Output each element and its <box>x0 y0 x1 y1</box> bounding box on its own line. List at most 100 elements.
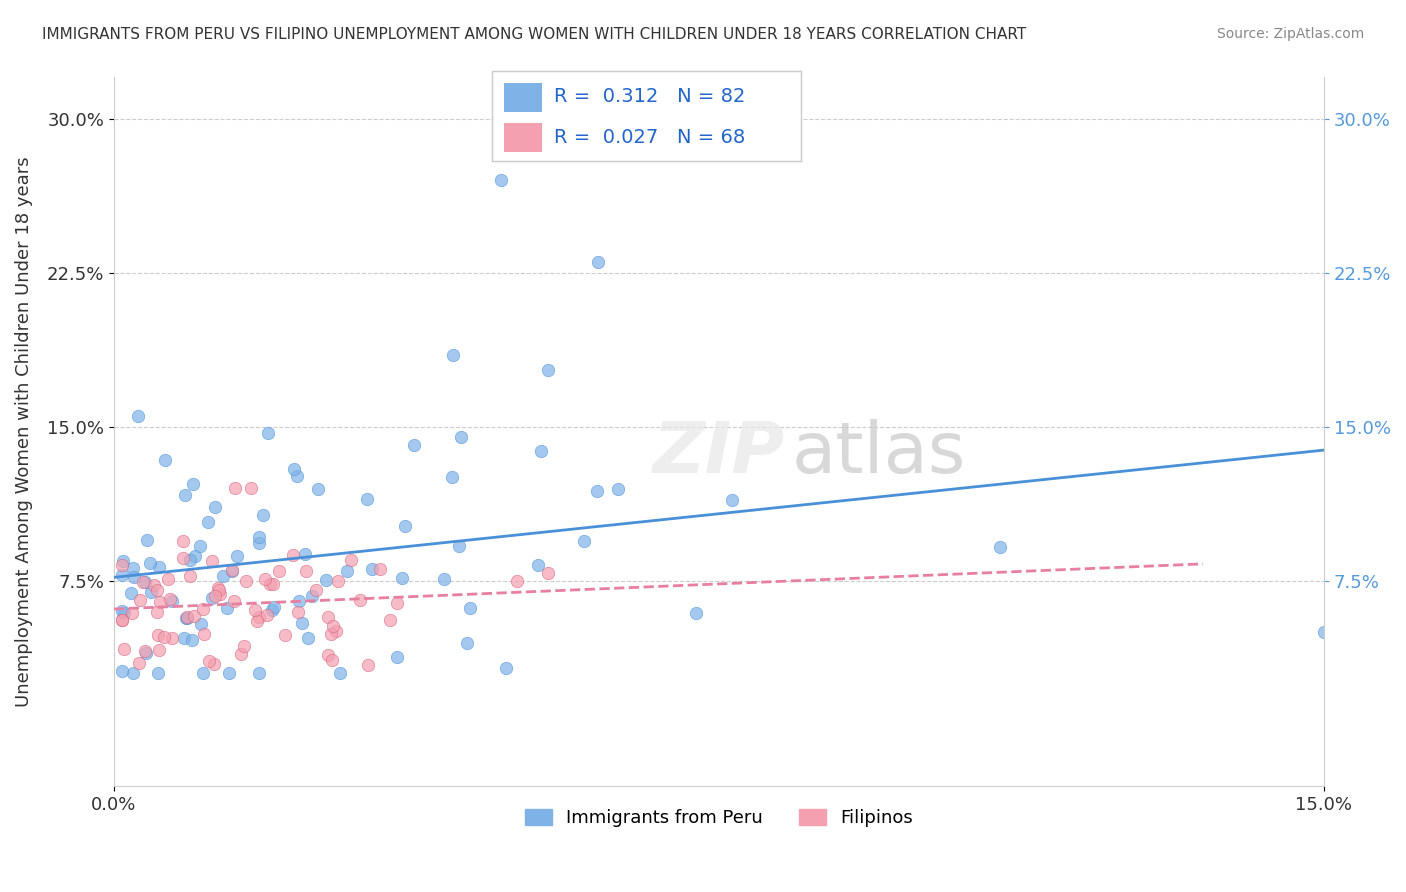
Point <box>148 643 170 657</box>
Point <box>111 614 134 628</box>
Point <box>246 615 269 629</box>
Point <box>193 627 215 641</box>
Point <box>121 606 143 620</box>
Legend: Immigrants from Peru, Filipinos: Immigrants from Peru, Filipinos <box>517 802 921 834</box>
Point <box>321 652 343 666</box>
Point <box>173 488 195 502</box>
Point <box>447 539 470 553</box>
Point <box>387 650 409 665</box>
Point <box>537 566 560 580</box>
Point <box>339 553 361 567</box>
Point <box>112 606 135 620</box>
Point <box>135 646 157 660</box>
Point <box>325 624 347 638</box>
Point <box>111 553 134 567</box>
Point <box>218 666 240 681</box>
Point <box>156 572 179 586</box>
Point <box>274 628 297 642</box>
Point <box>315 573 337 587</box>
Point <box>585 484 607 499</box>
Point <box>586 255 609 269</box>
Point <box>139 556 162 570</box>
Point <box>201 591 224 605</box>
FancyBboxPatch shape <box>505 123 541 152</box>
Point <box>329 666 352 681</box>
Text: R =  0.027   N = 68: R = 0.027 N = 68 <box>554 128 745 147</box>
Point <box>209 587 232 601</box>
Point <box>180 632 202 647</box>
Point <box>153 630 176 644</box>
Point <box>440 470 463 484</box>
Point <box>120 586 142 600</box>
Point <box>495 661 517 675</box>
Point <box>141 585 163 599</box>
Point <box>233 639 256 653</box>
Text: atlas: atlas <box>792 418 966 488</box>
Point <box>262 577 284 591</box>
Point <box>183 476 205 491</box>
Point <box>122 570 145 584</box>
Point <box>190 616 212 631</box>
Point <box>263 599 285 614</box>
Point <box>224 482 246 496</box>
Point <box>179 552 201 566</box>
Point <box>685 606 707 620</box>
Point <box>572 534 595 549</box>
Point <box>458 601 481 615</box>
Point <box>247 610 270 624</box>
Point <box>221 563 243 577</box>
Point <box>191 666 214 681</box>
Point <box>385 596 408 610</box>
Point <box>184 549 207 563</box>
Point <box>207 581 229 595</box>
Point <box>287 469 309 483</box>
Point <box>530 444 553 458</box>
Point <box>204 589 226 603</box>
Point <box>172 550 194 565</box>
Point <box>176 611 198 625</box>
Point <box>122 561 145 575</box>
Point <box>172 533 194 548</box>
Point <box>450 430 472 444</box>
Point <box>247 535 270 549</box>
Point <box>441 348 464 362</box>
Text: Source: ZipAtlas.com: Source: ZipAtlas.com <box>1216 27 1364 41</box>
Point <box>988 540 1011 554</box>
Point <box>146 606 169 620</box>
Point <box>281 548 304 562</box>
Point <box>257 425 280 440</box>
Point <box>111 613 134 627</box>
Point <box>148 560 170 574</box>
Point <box>316 648 339 662</box>
Point <box>294 547 316 561</box>
Point <box>159 591 181 606</box>
Point <box>160 631 183 645</box>
Point <box>322 619 344 633</box>
Point <box>217 600 239 615</box>
Point <box>361 562 384 576</box>
Point <box>148 666 170 681</box>
Point <box>402 437 425 451</box>
Point <box>197 515 219 529</box>
Point <box>148 628 170 642</box>
Text: R =  0.312   N = 82: R = 0.312 N = 82 <box>554 87 745 106</box>
Point <box>121 666 143 681</box>
Point <box>229 647 252 661</box>
Text: ZIP: ZIP <box>652 418 785 488</box>
Point <box>489 173 512 187</box>
Point <box>162 594 184 608</box>
Point <box>111 567 134 582</box>
Point <box>336 564 359 578</box>
Point <box>506 574 529 588</box>
Point <box>301 589 323 603</box>
Point <box>193 601 215 615</box>
Point <box>319 627 342 641</box>
Point <box>356 492 378 507</box>
Point <box>391 571 413 585</box>
Point <box>136 533 159 547</box>
Point <box>131 575 153 590</box>
Point <box>288 594 311 608</box>
Point <box>176 610 198 624</box>
Point <box>283 462 305 476</box>
Point <box>111 558 134 573</box>
